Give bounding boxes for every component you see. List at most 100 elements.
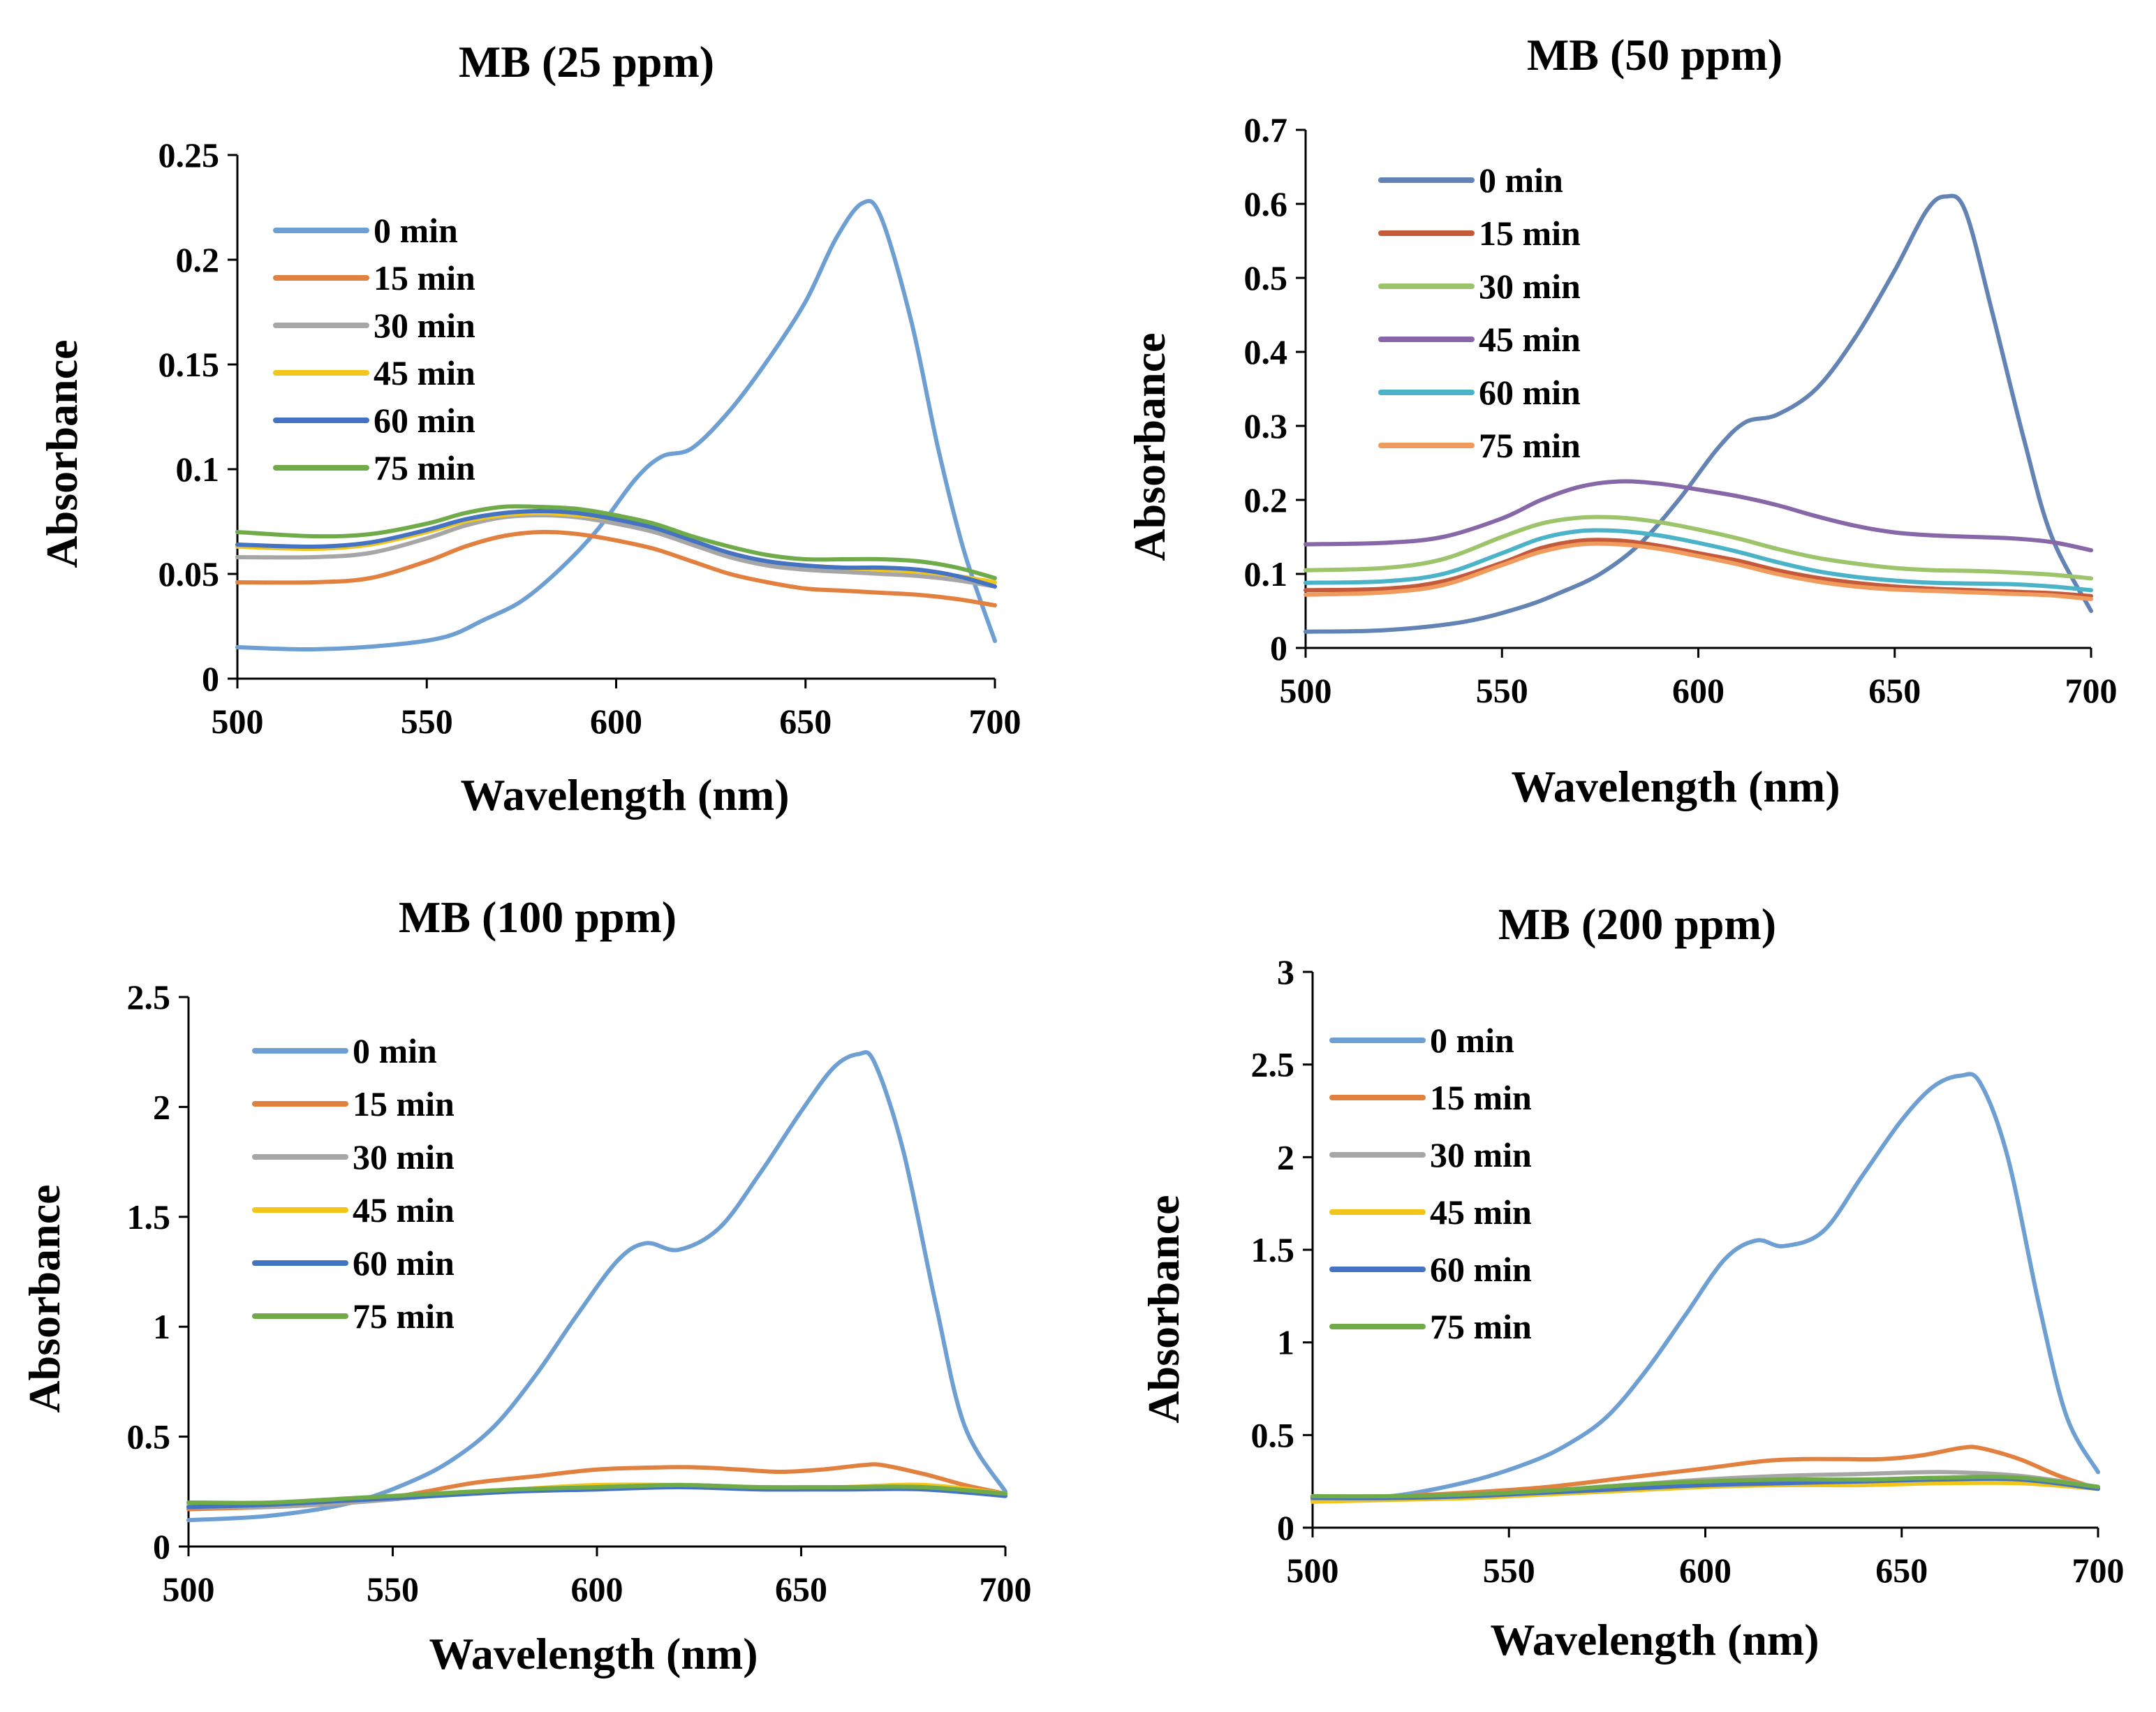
x-tick-label: 700 bbox=[2065, 671, 2118, 710]
y-tick-label: 2.5 bbox=[127, 977, 171, 1017]
legend-label: 45 min bbox=[1430, 1193, 1532, 1232]
series-line-15-min bbox=[1304, 538, 2093, 598]
series-line-15-min bbox=[235, 529, 997, 607]
legend-label: 30 min bbox=[353, 1137, 455, 1176]
legend-label: 45 min bbox=[353, 1190, 455, 1230]
series-line-0-min bbox=[186, 1050, 1007, 1523]
series-line-30-min bbox=[1304, 515, 2093, 581]
series-line-0-min bbox=[235, 198, 997, 652]
x-tick-label: 500 bbox=[1287, 1551, 1339, 1590]
series-line-75-min bbox=[186, 1482, 1007, 1505]
y-tick-label: 1.5 bbox=[127, 1197, 171, 1237]
legend-label: 30 min bbox=[1430, 1135, 1532, 1174]
panel-mb-100ppm: MB (100 ppm) Wavelength (nm) Absorbance … bbox=[20, 892, 1032, 1678]
y-tick-label: 0 bbox=[1270, 628, 1287, 667]
y-tick-label: 0.05 bbox=[158, 554, 220, 593]
legend-label: 15 min bbox=[374, 258, 475, 297]
y-axis-title: Absorbance bbox=[20, 1184, 69, 1412]
y-tick-label: 0.3 bbox=[1244, 406, 1288, 445]
x-tick-label: 550 bbox=[1483, 1551, 1535, 1590]
y-tick-label: 0 bbox=[202, 659, 219, 698]
x-axis-title: Wavelength (nm) bbox=[1490, 1615, 1819, 1665]
x-tick-label: 550 bbox=[401, 702, 453, 741]
y-tick-label: 0.2 bbox=[1244, 480, 1288, 519]
x-tick-label: 650 bbox=[1875, 1551, 1928, 1590]
legend-label: 0 min bbox=[353, 1031, 437, 1070]
legend-label: 0 min bbox=[1430, 1021, 1514, 1060]
x-tick-label: 600 bbox=[590, 702, 642, 741]
x-tick-label: 700 bbox=[969, 702, 1021, 741]
panel-mb-25ppm: MB (25 ppm) Wavelength (nm) Absorbance 0… bbox=[37, 37, 1021, 820]
y-tick-label: 3 bbox=[1277, 952, 1294, 991]
legend-label: 60 min bbox=[353, 1244, 455, 1283]
legend-label: 45 min bbox=[1479, 320, 1581, 359]
legend-label: 75 min bbox=[1430, 1307, 1532, 1346]
y-tick-label: 0.25 bbox=[158, 135, 220, 175]
y-tick-label: 0.5 bbox=[127, 1417, 171, 1456]
legend-label: 60 min bbox=[1479, 373, 1581, 412]
y-tick-label: 0.7 bbox=[1244, 110, 1288, 149]
y-tick-label: 2.5 bbox=[1251, 1045, 1295, 1084]
y-tick-label: 0.1 bbox=[1244, 554, 1288, 593]
legend-label: 75 min bbox=[374, 448, 475, 487]
x-tick-label: 600 bbox=[1679, 1551, 1732, 1590]
y-tick-label: 1 bbox=[1277, 1323, 1294, 1362]
x-axis-title: Wavelength (nm) bbox=[1511, 762, 1840, 811]
series-line-0-min bbox=[1304, 193, 2093, 634]
legend-label: 60 min bbox=[374, 401, 475, 440]
y-tick-label: 0.6 bbox=[1244, 184, 1288, 223]
series-line-0-min bbox=[1310, 1072, 2100, 1503]
y-tick-label: 0.15 bbox=[158, 345, 220, 384]
y-axis-title: Absorbance bbox=[1139, 1195, 1188, 1423]
legend-label: 15 min bbox=[1479, 214, 1581, 253]
y-tick-label: 2 bbox=[1277, 1137, 1294, 1176]
panel-mb-200ppm: MB (200 ppm) Wavelength (nm) Absorbance … bbox=[1139, 899, 2125, 1665]
legend-label: 30 min bbox=[374, 306, 475, 345]
x-tick-label: 650 bbox=[779, 702, 832, 741]
x-axis-title: Wavelength (nm) bbox=[429, 1629, 758, 1678]
x-tick-label: 550 bbox=[1476, 671, 1528, 710]
y-tick-label: 0 bbox=[1277, 1508, 1294, 1547]
chart-title: MB (25 ppm) bbox=[459, 37, 714, 87]
series-line-75-min bbox=[1310, 1475, 2100, 1499]
series-line-75-min bbox=[1304, 541, 2093, 601]
series-line-45-min bbox=[1304, 479, 2093, 553]
legend-label: 45 min bbox=[374, 353, 475, 392]
x-tick-label: 500 bbox=[1280, 671, 1332, 710]
legend-label: 0 min bbox=[1479, 161, 1563, 200]
x-tick-label: 650 bbox=[1868, 671, 1921, 710]
y-axis-title: Absorbance bbox=[1125, 332, 1174, 561]
x-tick-label: 500 bbox=[212, 702, 264, 741]
series-line-30-min bbox=[235, 513, 997, 589]
x-tick-label: 650 bbox=[775, 1570, 827, 1609]
y-tick-label: 0.1 bbox=[176, 450, 220, 489]
y-tick-label: 0.5 bbox=[1251, 1415, 1295, 1454]
legend-label: 30 min bbox=[1479, 267, 1581, 306]
y-tick-label: 0.5 bbox=[1244, 258, 1288, 297]
y-tick-label: 0.2 bbox=[176, 240, 220, 279]
y-tick-label: 1.5 bbox=[1251, 1230, 1295, 1269]
x-axis-title: Wavelength (nm) bbox=[460, 770, 789, 820]
y-tick-label: 0 bbox=[153, 1527, 170, 1566]
legend-label: 15 min bbox=[353, 1084, 455, 1123]
legend-label: 15 min bbox=[1430, 1078, 1532, 1117]
y-tick-label: 1 bbox=[153, 1307, 170, 1346]
x-tick-label: 600 bbox=[1672, 671, 1725, 710]
panel-mb-50ppm: MB (50 ppm) Wavelength (nm) Absorbance 0… bbox=[1125, 30, 2118, 811]
chart-title: MB (100 ppm) bbox=[399, 892, 677, 942]
legend-label: 75 min bbox=[1479, 426, 1581, 465]
legend-label: 60 min bbox=[1430, 1250, 1532, 1289]
legend-label: 0 min bbox=[374, 211, 458, 250]
chart-title: MB (50 ppm) bbox=[1527, 30, 1782, 80]
x-tick-label: 600 bbox=[571, 1570, 623, 1609]
series-line-60-min bbox=[235, 509, 997, 589]
x-tick-label: 500 bbox=[163, 1570, 215, 1609]
series-line-60-min bbox=[186, 1485, 1007, 1510]
series-line-75-min bbox=[235, 504, 997, 580]
y-tick-label: 2 bbox=[153, 1087, 170, 1126]
x-tick-label: 700 bbox=[980, 1570, 1032, 1609]
x-tick-label: 700 bbox=[2072, 1551, 2125, 1590]
legend-label: 75 min bbox=[353, 1297, 455, 1336]
y-tick-label: 0.4 bbox=[1244, 332, 1288, 371]
